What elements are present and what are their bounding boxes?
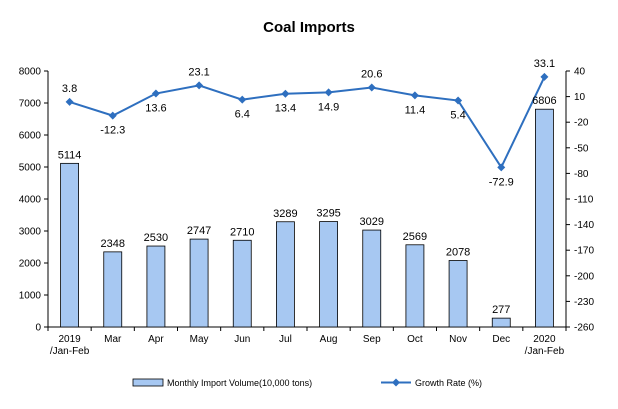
bar: [535, 108, 554, 328]
bar: [491, 317, 511, 328]
right-tick-label: -80: [574, 169, 589, 180]
data-labels: 5114 2348 2530 2747 2710 3289 3295 3029 2569 2078…: [58, 58, 557, 316]
line-value-label: 3.8: [62, 83, 77, 95]
line-value-label: 11.4: [405, 104, 426, 116]
x-tick-label: Aug: [320, 334, 338, 345]
bar-value-label: 2348: [101, 238, 125, 250]
right-tick-label: 40: [574, 67, 586, 78]
line-value-label: 14.9: [318, 101, 339, 113]
x-tick-label: 2019/Jan-Feb: [50, 334, 90, 357]
left-tick-label: 2000: [19, 259, 42, 270]
right-tick-label: -110: [574, 195, 594, 206]
line-value-label: 5.4: [450, 110, 465, 122]
left-tick-label: 0: [35, 323, 41, 334]
bar: [362, 229, 382, 328]
x-tick-label: Oct: [407, 334, 423, 345]
axes: 0 1000 2000 3000 4000 5000 6000 7000 8000 40 10 -20…: [19, 67, 595, 358]
line-value-label: 13.4: [275, 103, 296, 115]
line-value-label: -72.9: [489, 176, 514, 188]
chart-title: Coal Imports: [263, 19, 355, 36]
bar: [60, 162, 79, 328]
x-tick-label: Jul: [279, 334, 292, 345]
line-series: [65, 72, 549, 172]
left-tick-label: 7000: [19, 99, 42, 110]
bar: [448, 260, 468, 328]
x-tick-label: Dec: [492, 334, 510, 345]
legend: Monthly Import Volume(10,000 tons) Growth…: [132, 378, 482, 388]
x-tick-label: May: [190, 334, 209, 345]
growth-rate-point: [324, 88, 333, 97]
bar-value-label: 277: [492, 304, 510, 316]
growth-rate-line: [69, 76, 546, 170]
legend-label-growth-rate: Growth Rate (%): [415, 378, 482, 388]
left-tick-label: 8000: [19, 67, 42, 78]
bar-value-label: 2530: [144, 232, 168, 244]
left-tick-label: 3000: [19, 227, 42, 238]
legend-swatch-import-volume: [132, 378, 164, 387]
growth-rate-point: [238, 95, 247, 104]
bar-value-label: 3289: [273, 208, 297, 220]
bar-value-label: 3295: [316, 208, 340, 220]
bar-value-label: 5114: [58, 149, 82, 161]
growth-rate-point: [497, 163, 506, 172]
bar-series: [60, 108, 554, 328]
growth-rate-point: [281, 89, 290, 98]
right-tick-label: 10: [574, 92, 586, 103]
line-value-label: 20.6: [361, 69, 382, 81]
x-tick-label: Jun: [234, 334, 250, 345]
bar-value-label: 2569: [403, 231, 427, 243]
right-tick-label: -260: [574, 323, 594, 334]
legend-marker-growth-rate: [392, 378, 400, 387]
growth-rate-point: [454, 96, 463, 105]
right-tick-label: -20: [574, 118, 589, 129]
right-tick-label: -140: [574, 220, 594, 231]
growth-rate-point: [540, 72, 549, 81]
x-tick-label: Sep: [363, 334, 381, 345]
x-tick-label: Apr: [148, 334, 164, 345]
line-value-label: 6.4: [235, 109, 250, 121]
bar-value-label: 2078: [446, 247, 470, 259]
bar: [232, 239, 252, 328]
growth-rate-point: [65, 97, 74, 106]
line-value-label: 33.1: [534, 58, 555, 70]
legend-label-import-volume: Monthly Import Volume(10,000 tons): [167, 378, 312, 388]
bar: [146, 245, 166, 328]
growth-rate-point: [367, 83, 376, 92]
bar: [189, 238, 209, 328]
bar: [276, 221, 295, 328]
growth-rate-point: [195, 81, 204, 90]
line-value-label: 13.6: [145, 103, 166, 115]
line-value-label: -12.3: [100, 125, 125, 137]
growth-rate-point: [151, 89, 160, 98]
right-tick-label: -230: [574, 297, 594, 308]
left-tick-label: 6000: [19, 131, 42, 142]
left-tick-label: 1000: [19, 291, 42, 302]
bar-value-label: 6806: [532, 95, 556, 107]
x-tick-label: Nov: [449, 334, 467, 345]
left-tick-label: 4000: [19, 195, 42, 206]
bar-value-label: 2747: [187, 225, 211, 237]
bar-value-label: 3029: [360, 216, 384, 228]
right-tick-label: -170: [574, 246, 594, 257]
x-tick-label: 2020/Jan-Feb: [525, 334, 565, 357]
bar: [319, 221, 338, 328]
x-tick-label: Mar: [104, 334, 122, 345]
growth-rate-point: [108, 111, 117, 120]
right-tick-label: -200: [574, 271, 594, 282]
bar: [103, 251, 123, 328]
bar-value-label: 2710: [230, 226, 254, 238]
growth-rate-point: [410, 91, 419, 100]
left-tick-label: 5000: [19, 163, 42, 174]
right-tick-label: -50: [574, 143, 589, 154]
bar: [405, 244, 425, 328]
line-value-label: 23.1: [188, 66, 209, 78]
